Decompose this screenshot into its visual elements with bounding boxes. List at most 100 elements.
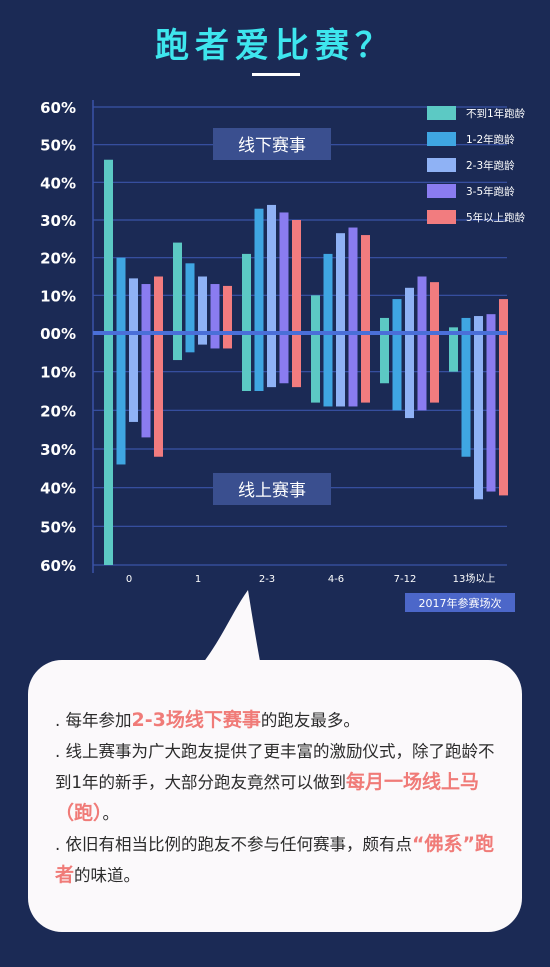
bar-online: [405, 333, 414, 419]
legend-label: 2-3年跑龄: [466, 159, 515, 172]
bar-offline: [499, 299, 508, 333]
x-axis-label: 2017年参赛场次: [419, 596, 502, 610]
region-label-upper: 线下赛事: [238, 135, 306, 156]
speech-bubble: [28, 660, 522, 932]
y-tick-label: 50%: [40, 137, 76, 155]
bar-offline: [141, 284, 151, 333]
bar-online: [129, 333, 138, 422]
bar-online: [311, 333, 320, 403]
bar-online: [449, 333, 458, 372]
x-tick-label: 4-6: [328, 574, 344, 585]
legend-swatch: [427, 132, 456, 146]
bar-offline: [380, 317, 389, 333]
bubble-text: . 每年参加2-3场线下赛事的跑友最多。 . 线上赛事为广大跑友提供了更丰富的激…: [55, 705, 505, 891]
bar-online: [486, 333, 496, 492]
x-tick-label: 1: [195, 574, 201, 585]
bar-online: [173, 333, 182, 361]
x-tick-label: 0: [126, 574, 132, 585]
y-tick-label: 30%: [40, 212, 76, 230]
bar-offline: [104, 159, 113, 333]
bubble-line-2: . 线上赛事为广大跑友提供了更丰富的激励仪式，除了跑龄不到1年的新手，大部分跑友…: [55, 742, 495, 824]
region-label-box-lower: [213, 473, 331, 505]
bar-offline: [417, 276, 427, 333]
bar-online: [242, 333, 251, 391]
bar-online: [292, 333, 301, 388]
bar-offline: [292, 220, 301, 333]
bar-offline: [198, 276, 207, 333]
bar-online: [141, 333, 151, 438]
region-label-lower: 线上赛事: [238, 480, 306, 501]
page-title: 跑者爱比赛？: [155, 26, 395, 66]
y-tick-label: 40%: [40, 480, 76, 498]
bar-online: [348, 333, 358, 407]
bar-online: [323, 333, 333, 407]
bar-offline: [267, 204, 276, 333]
bar-online: [380, 333, 389, 384]
bar-online: [474, 333, 483, 500]
legend-label: 3-5年跑龄: [466, 185, 515, 198]
bubble-line-3: . 依旧有相当比例的跑友不参与任何赛事，颇有点“佛系”跑者的味道。: [55, 833, 494, 886]
bar-online: [185, 333, 195, 353]
bar-offline: [348, 227, 358, 333]
bar-offline: [254, 208, 264, 333]
bar-online: [361, 333, 370, 403]
bar-offline: [210, 284, 220, 333]
bar-online: [430, 333, 439, 403]
x-axis-label-box: [405, 593, 515, 612]
bar-offline: [405, 287, 414, 333]
bar-online: [267, 333, 276, 388]
bubble-line-1: . 每年参加2-3场线下赛事的跑友最多。: [55, 709, 360, 731]
bar-online: [198, 333, 207, 345]
y-tick-label: 40%: [40, 174, 76, 192]
y-tick-label: 50%: [40, 518, 76, 536]
bar-online: [210, 333, 220, 349]
bar-offline: [486, 314, 496, 333]
bar-offline: [129, 278, 138, 333]
bar-offline: [392, 299, 402, 333]
legend-swatch: [427, 158, 456, 172]
bar-offline: [336, 233, 345, 333]
bar-online: [392, 333, 402, 411]
x-tick-label: 13场以上: [453, 572, 496, 585]
legend-swatch: [427, 210, 456, 224]
y-tick-label: 10%: [40, 364, 76, 382]
bar-offline: [242, 253, 251, 333]
bar-offline: [173, 242, 182, 333]
y-tick-label: 20%: [40, 250, 76, 268]
region-label-box-upper: [213, 128, 331, 160]
bar-online: [279, 333, 289, 384]
bar-offline: [116, 257, 126, 333]
legend-label: 1-2年跑龄: [466, 133, 515, 146]
bar-online: [104, 333, 113, 565]
bar-offline: [279, 212, 289, 333]
y-tick-label: 60%: [40, 557, 76, 575]
y-tick-label: 00%: [40, 325, 76, 343]
bar-offline: [185, 263, 195, 333]
bar-chart: 60% 50% 40% 30% 20% 10% 00% 10% 20% 30% 40% 50% 60% 0…: [40, 99, 526, 612]
y-tick-label: 10%: [40, 287, 76, 305]
legend-swatch: [427, 184, 456, 198]
bar-offline: [449, 327, 458, 333]
bar-offline: [154, 276, 163, 333]
bar-offline: [361, 235, 370, 333]
bar-online: [499, 333, 508, 496]
legend-swatch: [427, 106, 456, 120]
y-tick-label: 20%: [40, 402, 76, 420]
legend-label: 5年以上跑龄: [466, 211, 526, 224]
bar-online: [417, 333, 427, 411]
bar-offline: [311, 295, 320, 333]
x-tick-label: 2-3: [259, 574, 275, 585]
bar-offline: [323, 253, 333, 333]
bar-online: [154, 333, 163, 457]
bar-online: [223, 333, 232, 349]
bar-offline: [461, 317, 471, 333]
bar-offline: [223, 285, 232, 333]
x-tick-label: 7-12: [394, 574, 417, 585]
bar-offline: [430, 282, 439, 333]
y-tick-label: 30%: [40, 441, 76, 459]
bar-online: [336, 333, 345, 407]
bar-online: [461, 333, 471, 457]
bar-online: [254, 333, 264, 391]
legend-label: 不到1年跑龄: [466, 107, 526, 120]
y-tick-label: 60%: [40, 99, 76, 117]
